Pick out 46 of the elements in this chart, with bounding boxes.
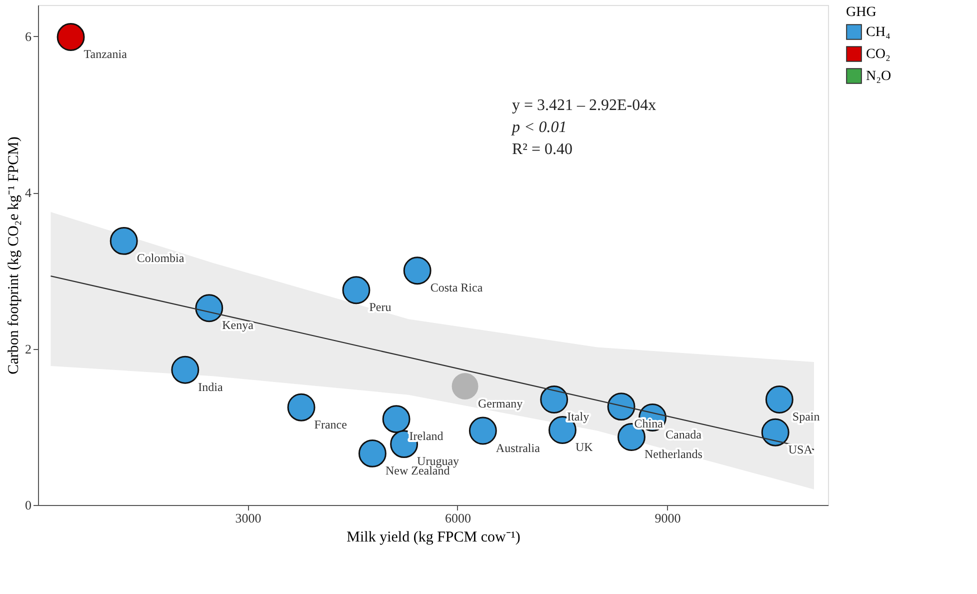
y-tick-label: 2 <box>25 341 32 356</box>
y-tick-label: 6 <box>25 28 32 44</box>
annotation: R² = 0.40 <box>512 141 572 158</box>
y-axis-title: Carbon footprint (kg CO₂e kg⁻¹ FPCM) <box>6 136 22 374</box>
annotation: Italy <box>567 410 590 424</box>
annotation: Kenya <box>222 318 254 332</box>
x-tick-label: 6000 <box>444 510 471 526</box>
annotation: India <box>198 380 224 394</box>
y-tick-label: 0 <box>25 498 32 512</box>
annotation: Peru <box>369 300 392 314</box>
legend-label: CO₂ <box>866 47 890 62</box>
point <box>765 386 794 414</box>
legend-title: GHG <box>846 5 876 20</box>
annotation: Germany <box>478 396 523 410</box>
point <box>403 256 432 285</box>
annotation: Spain <box>792 410 820 424</box>
y-tick-label: 4 <box>25 185 32 200</box>
point <box>342 276 370 304</box>
annotation: USA <box>788 442 813 456</box>
annotation: Australia <box>496 440 541 455</box>
annotation: Tanzania <box>84 47 128 62</box>
point <box>468 416 497 445</box>
point <box>171 356 200 384</box>
point <box>540 386 568 414</box>
annotation: Colombia <box>136 250 185 265</box>
x-tick-label: 3000 <box>235 510 262 526</box>
annotation: France <box>314 417 347 432</box>
point <box>358 439 386 468</box>
x-axis-title: Milk yield (kg FPCM cow⁻¹) <box>346 530 520 546</box>
legend-label: CH₄ <box>866 25 890 40</box>
annotation: UK <box>575 440 594 454</box>
annotation: Costa Rica <box>430 280 484 295</box>
point <box>607 392 636 421</box>
point <box>382 405 410 434</box>
x-tick-label: 9000 <box>654 510 681 526</box>
annotation: Canada <box>666 428 702 442</box>
point <box>761 418 790 446</box>
point <box>195 294 224 322</box>
annotation: p < 0.01 <box>511 119 567 136</box>
annotation: Netherlands <box>644 447 703 462</box>
point <box>452 373 478 400</box>
point <box>56 23 85 51</box>
annotation: y = 3.421 – 2.92E-04x <box>512 97 656 114</box>
point <box>287 393 316 422</box>
legend-label: N₂O <box>866 69 892 84</box>
point <box>110 226 138 255</box>
